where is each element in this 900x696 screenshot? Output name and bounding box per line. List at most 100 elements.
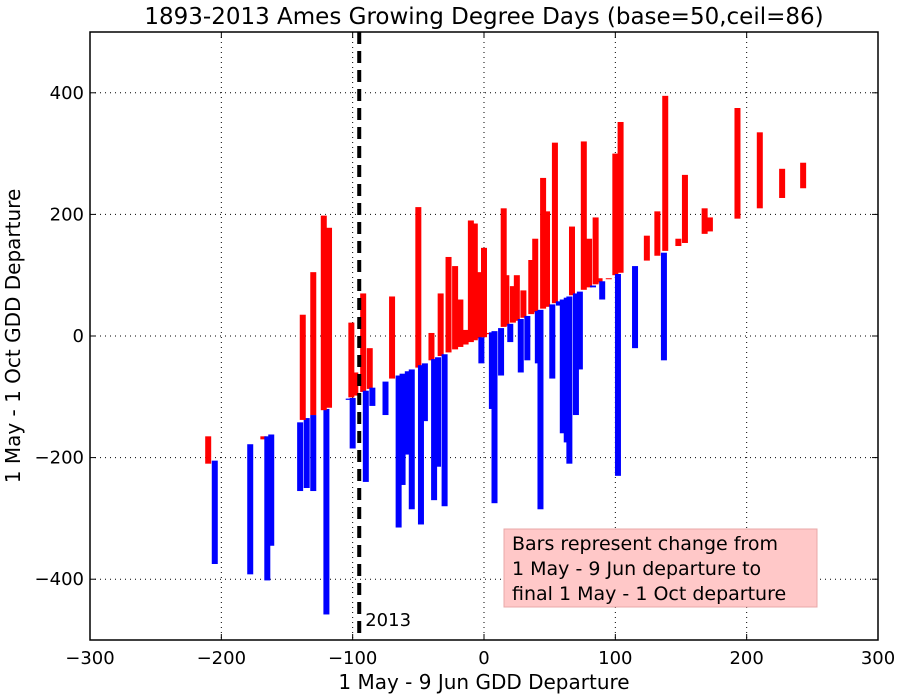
bar-decrease [614, 273, 621, 476]
y-tick-label: 400 [50, 83, 84, 104]
bar-increase [617, 121, 624, 273]
bar-decrease [382, 381, 389, 416]
bar-decrease [566, 296, 573, 464]
bar-increase [662, 95, 669, 251]
bar-increase [415, 207, 422, 368]
bar-decrease [431, 359, 438, 501]
bar-decrease [268, 434, 275, 546]
bar-increase [467, 220, 474, 343]
bar-decrease [247, 444, 254, 575]
y-axis-label: 1 May - 1 Oct GDD Departure [1, 189, 25, 484]
note-box: Bars represent change from 1 May - 9 Jun… [503, 528, 818, 608]
y-tick-label: 0 [73, 326, 84, 347]
bar-increase [457, 299, 464, 347]
bar-decrease [408, 369, 415, 510]
bar-increase [389, 296, 396, 379]
bar-increase [475, 272, 482, 339]
bar-decrease [417, 365, 424, 525]
bar-decrease [441, 354, 448, 507]
bar-decrease [264, 436, 271, 581]
note-line-2: 1 May - 9 Jun departure to [512, 558, 761, 580]
bar-increase [580, 141, 587, 290]
y-tick-label: −200 [35, 448, 84, 469]
bar-decrease [572, 293, 579, 416]
bar-increase [366, 348, 373, 389]
bar-increase [800, 162, 807, 189]
bar-increase [205, 436, 212, 464]
x-tick-label: −100 [328, 648, 377, 669]
bar-increase [701, 208, 708, 234]
bar-increase [540, 177, 547, 309]
bar-increase [299, 314, 306, 420]
marker-2013-label: 2013 [365, 610, 411, 631]
x-tick-label: 100 [598, 648, 632, 669]
bar-increase [706, 217, 713, 232]
bar-increase [445, 256, 452, 353]
bar-increase [612, 153, 619, 276]
bar-increase [360, 293, 367, 392]
bar-increase [437, 293, 444, 357]
bar-decrease [590, 285, 597, 288]
bar-decrease [399, 373, 406, 485]
bar-decrease [310, 415, 317, 492]
bar-decrease [537, 309, 544, 510]
bar-increase [484, 332, 491, 335]
bar-increase [643, 235, 650, 261]
bar-decrease [507, 323, 514, 343]
bar-increase [551, 142, 558, 304]
bar-decrease [297, 422, 304, 492]
bar-decrease [303, 418, 310, 488]
bar-decrease [435, 357, 442, 467]
note-line-3: final 1 May - 1 Oct departure [512, 583, 786, 605]
bar-increase [654, 211, 661, 256]
x-axis-label: 1 May - 9 Jun GDD Departure [338, 670, 629, 694]
bar-increase [352, 372, 359, 396]
bar-increase [734, 108, 741, 219]
bar-increase [260, 436, 267, 440]
bar-decrease [323, 408, 330, 615]
note-line-1: Bars represent change from [512, 533, 778, 555]
bar-decrease [491, 331, 498, 504]
note-background [503, 528, 818, 608]
bar-decrease [478, 337, 485, 364]
bar-increase [503, 275, 510, 326]
axis-ticks: −300 −200 −100 0 100 200 300 −400 −200 0 200 400 [35, 32, 895, 669]
bar-increase [586, 238, 593, 288]
y-tick-label: −400 [35, 569, 84, 590]
bar-decrease [349, 398, 356, 449]
x-tick-label: 300 [861, 648, 895, 669]
bar-increase [452, 266, 459, 350]
bar-decrease [549, 304, 556, 379]
bar-increase [568, 226, 575, 296]
bar-increase [462, 329, 469, 345]
bar-decrease [555, 301, 562, 306]
bar-decrease [211, 460, 218, 564]
bar-increase [605, 278, 612, 280]
bar-decrease [498, 328, 505, 376]
bar-increase [756, 132, 763, 209]
bar-decrease [599, 281, 606, 300]
bar-increase [348, 322, 355, 398]
bar-decrease [517, 318, 524, 373]
bar-increase [310, 272, 317, 416]
bar-increase [681, 174, 688, 243]
bar-increase [326, 227, 333, 408]
bar-increase [509, 286, 516, 323]
bar-decrease [345, 398, 352, 400]
bar-increase [779, 168, 786, 198]
bar-increase [520, 290, 527, 318]
x-tick-label: −200 [197, 648, 246, 669]
bar-decrease [559, 299, 566, 434]
chart-title: 1893-2013 Ames Growing Degree Days (base… [144, 4, 823, 30]
bar-increase [544, 211, 551, 307]
bar-increase [481, 247, 487, 338]
bar-increase [428, 332, 435, 361]
bar-increase [320, 215, 327, 411]
bar-decrease [395, 375, 402, 528]
bar-decrease [362, 390, 369, 482]
bar-increase [471, 223, 478, 341]
x-tick-label: 200 [729, 648, 763, 669]
bar-decrease [660, 252, 667, 361]
bar-increase [675, 238, 682, 247]
